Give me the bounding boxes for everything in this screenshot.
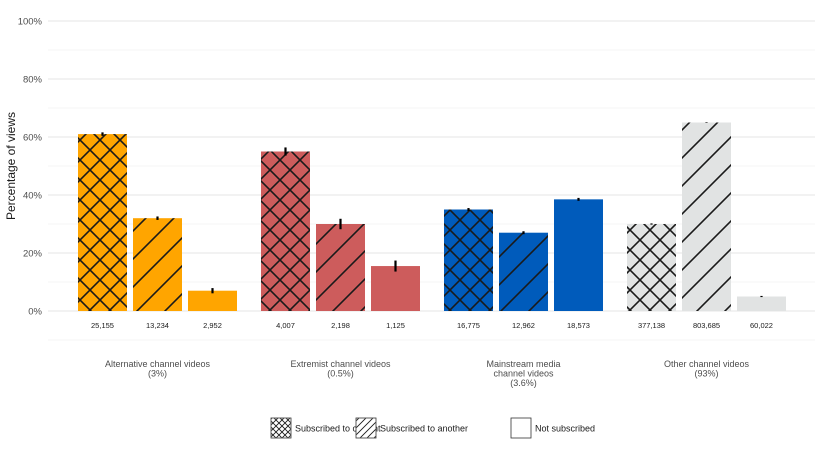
bar-count-label: 1,125 (386, 321, 405, 330)
legend-label: Subscribed to another (380, 424, 468, 434)
legend-key-hatch (271, 418, 291, 438)
legend-item: Not subscribed (510, 417, 595, 439)
legend-label: Not subscribed (535, 424, 595, 434)
legend-item: Subscribed to current (270, 417, 381, 439)
bar-hatch (499, 232, 548, 311)
bar (737, 296, 786, 311)
y-axis: 0% 20% 40% 60% 80% 100% Percentage of views (4, 17, 43, 318)
category-label: Alternative channel videos(3%) (105, 359, 211, 379)
y-axis-title: Percentage of views (4, 112, 18, 220)
bar-group: 25,155 13,234 2,952 (78, 132, 237, 330)
bar-hatch (682, 122, 731, 311)
bar-count-label: 16,775 (457, 321, 480, 330)
bar-group: 377,138 803,685 60,022 (627, 122, 786, 330)
bar-count-label: 13,234 (146, 321, 169, 330)
y-tick-label: 40% (23, 191, 43, 202)
bar-count-label: 25,155 (91, 321, 114, 330)
category-name: Alternative channel videos (105, 359, 211, 369)
bar (371, 266, 420, 311)
bar-count-label: 12,962 (512, 321, 535, 330)
bar-hatch (78, 134, 127, 311)
bar-count-label: 60,022 (750, 321, 773, 330)
category-label: Extremist channel videos(0.5%) (290, 359, 391, 379)
bar-count-label: 803,685 (693, 321, 720, 330)
bar-count-label: 18,573 (567, 321, 590, 330)
category-label: Other channel videos(93%) (664, 359, 750, 379)
bar-hatch (316, 224, 365, 311)
category-name: Other channel videos (664, 359, 750, 369)
bar-count-label: 377,138 (638, 321, 665, 330)
y-tick-label: 60% (23, 133, 43, 144)
bar-count-label: 4,007 (276, 321, 295, 330)
bar-group: 4,007 2,198 1,125 (261, 147, 420, 330)
legend: Subscribed to current Subscribed to anoth… (270, 417, 595, 439)
bar-count-label: 2,198 (331, 321, 350, 330)
category-share: (0.5%) (327, 369, 354, 379)
y-tick-label: 0% (28, 307, 42, 318)
bar (188, 290, 237, 311)
category-share: (3.6%) (510, 378, 537, 388)
category-share: (3%) (148, 369, 167, 379)
legend-item: Subscribed to another (355, 417, 468, 439)
bars: 25,155 13,234 2,952 4,007 2,198 1,125 16,775 12… (78, 122, 786, 330)
bar-hatch (627, 224, 676, 311)
category-share: (93%) (694, 369, 718, 379)
legend-key (510, 417, 532, 439)
category-labels: Alternative channel videos(3%) Extremist … (105, 359, 750, 388)
category-name: Mainstream media (486, 359, 560, 369)
category-name: channel videos (493, 369, 554, 379)
y-tick-label: 20% (23, 249, 43, 260)
bar-hatch (133, 218, 182, 311)
bar-hatch (444, 209, 493, 311)
y-tick-label: 100% (18, 17, 43, 28)
bar (554, 199, 603, 311)
bar-count-label: 2,952 (203, 321, 222, 330)
legend-label: Subscribed to current (295, 424, 381, 434)
y-tick-label: 80% (23, 75, 43, 86)
category-name: Extremist channel videos (290, 359, 391, 369)
bar-hatch (261, 151, 310, 311)
bar-group: 16,775 12,962 18,573 (444, 197, 603, 330)
legend-key-hatch (356, 418, 376, 438)
